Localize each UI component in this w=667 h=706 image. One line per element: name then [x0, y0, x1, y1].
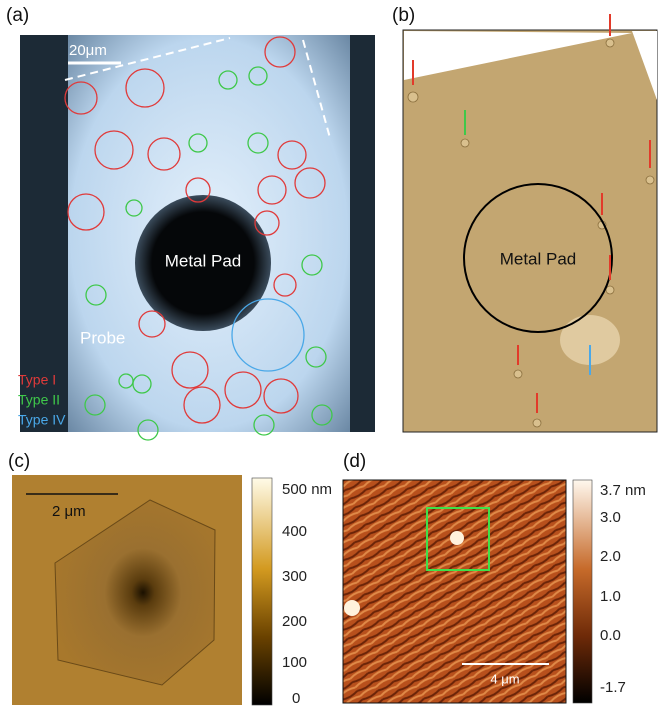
panel-a: 20μm Metal Pad Probe Type I Type II Type… — [6, 5, 375, 441]
defects — [407, 38, 655, 428]
legend-type-1: Type I — [18, 372, 56, 388]
scale-label: 2 μm — [52, 503, 86, 520]
colorbar-tick: 400 — [282, 523, 307, 540]
scale-label: 20μm — [69, 42, 107, 59]
panel-label: (c) — [8, 451, 30, 472]
panel-label: (a) — [6, 5, 29, 26]
legend-type-2: Type II — [18, 392, 60, 408]
colorbar-tick: 0.0 — [600, 627, 621, 644]
colorbar-tick: 3.0 — [600, 509, 621, 526]
panel-d: 4 μm 3.7 nm 3.0 2.0 1.0 0.0 -1.7 (d) — [342, 451, 646, 704]
particle — [344, 600, 360, 616]
legend-type-4: Type IV — [18, 412, 66, 428]
colorbar-tick: 300 — [282, 568, 307, 585]
pad-outline — [463, 183, 613, 333]
panel-label: (d) — [343, 451, 366, 472]
pad-label: Metal Pad — [165, 251, 242, 270]
colorbar — [572, 479, 593, 704]
colorbar-tick: 500 nm — [282, 481, 332, 498]
panel-b: Metal Pad (b) — [392, 5, 658, 433]
scale-label: 4 μm — [490, 671, 519, 686]
colorbar-tick: 2.0 — [600, 548, 621, 565]
colorbar-tick: 0 — [292, 690, 300, 706]
colorbar-tick: 1.0 — [600, 588, 621, 605]
image-d — [342, 479, 567, 704]
edge-line — [302, 39, 331, 139]
colorbar-tick: 100 — [282, 654, 307, 671]
mask — [404, 31, 657, 100]
pad-label: Metal Pad — [500, 249, 577, 268]
edge-line — [64, 37, 231, 81]
hexagon — [54, 499, 216, 686]
colorbar-tick: 200 — [282, 613, 307, 630]
colorbar — [251, 477, 273, 706]
highlight-box — [426, 507, 490, 571]
panel-label: (b) — [392, 5, 415, 26]
defect-circles — [64, 36, 333, 441]
colorbar-tick: 3.7 nm — [600, 482, 646, 499]
image-b — [402, 29, 658, 433]
colorbar-tick: -1.7 — [600, 679, 626, 696]
particle — [450, 531, 464, 545]
panel-c: 2 μm 500 nm 400 300 200 100 0 (c) — [8, 451, 332, 706]
metal-pad — [135, 195, 271, 331]
probe-label: Probe — [80, 328, 125, 347]
arrows — [412, 14, 651, 413]
